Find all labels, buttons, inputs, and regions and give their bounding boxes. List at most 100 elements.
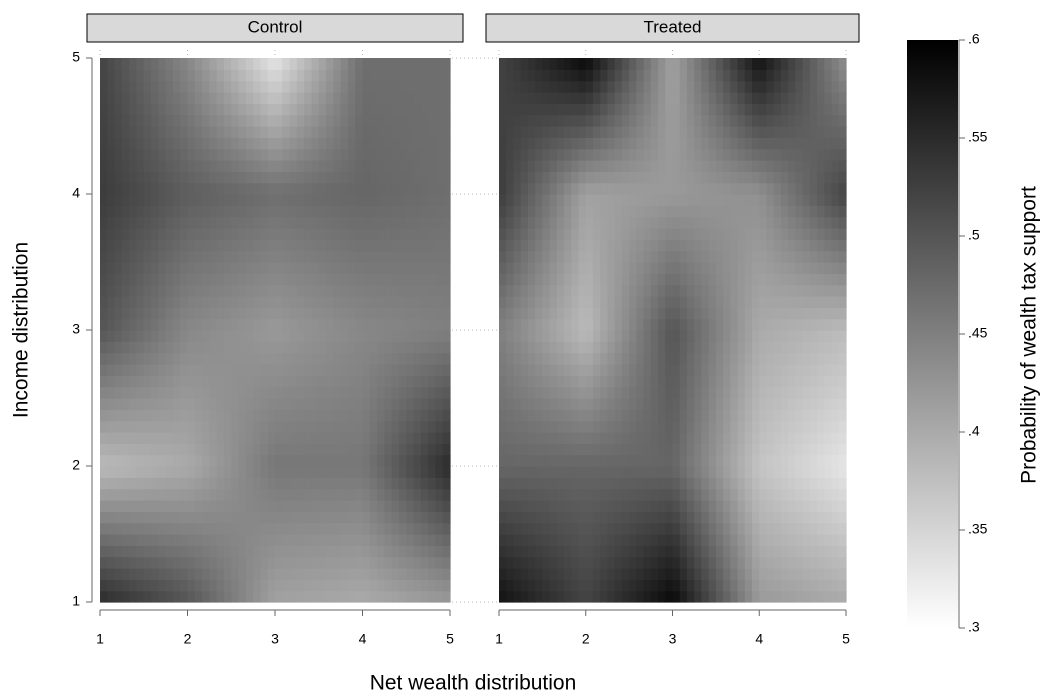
surface-cell <box>304 228 313 240</box>
surface-cell <box>267 511 276 524</box>
surface-cell <box>326 534 334 546</box>
surface-cell <box>838 477 847 490</box>
surface-cell <box>304 375 313 388</box>
surface-cell <box>672 239 681 252</box>
surface-cell <box>614 318 623 331</box>
surface-cell <box>780 284 789 297</box>
surface-cell <box>289 454 298 467</box>
surface-cell <box>542 114 551 127</box>
surface-cell <box>318 296 327 308</box>
surface-cell <box>384 341 393 354</box>
surface-cell <box>614 239 623 252</box>
surface-cell <box>614 477 623 490</box>
surface-cell <box>578 80 587 93</box>
surface-cell <box>143 556 152 569</box>
surface-cell <box>636 114 645 127</box>
surface-cell <box>202 318 210 331</box>
surface-cell <box>578 92 587 104</box>
surface-cell <box>520 375 529 388</box>
surface-cell <box>362 443 371 456</box>
surface-cell <box>384 160 393 172</box>
surface-cell <box>442 500 451 512</box>
surface-cell <box>506 160 515 172</box>
surface-cell <box>650 488 659 501</box>
surface-cell <box>428 522 437 535</box>
surface-cell <box>571 409 580 422</box>
surface-cell <box>435 545 444 558</box>
surface-cell <box>535 386 543 399</box>
surface-cell <box>347 545 356 558</box>
surface-cell <box>377 114 385 127</box>
surface-cell <box>289 239 298 252</box>
surface-cell <box>435 352 444 365</box>
surface-cell <box>585 545 594 558</box>
surface-cell <box>607 216 616 229</box>
surface-cell <box>223 330 232 342</box>
surface-cell <box>369 250 378 263</box>
surface-cell <box>621 432 630 444</box>
surface-cell <box>253 58 262 70</box>
surface-cell <box>527 103 536 116</box>
surface-cell <box>578 318 587 331</box>
surface-cell <box>318 284 327 297</box>
surface-cell <box>795 80 804 93</box>
surface-cell <box>369 420 378 433</box>
surface-cell <box>607 488 616 501</box>
surface-cell <box>420 386 429 399</box>
surface-cell <box>831 352 840 365</box>
surface-cell <box>499 58 507 70</box>
surface-cell <box>187 477 196 490</box>
surface-cell <box>194 488 203 501</box>
surface-cell <box>355 568 364 580</box>
surface-cell <box>362 182 371 195</box>
surface-cell <box>715 262 724 274</box>
surface-cell <box>506 307 515 320</box>
surface-cell <box>165 545 174 558</box>
surface-cell <box>773 398 782 410</box>
surface-cell <box>752 568 760 580</box>
surface-cell <box>730 545 739 558</box>
surface-cell <box>752 556 760 569</box>
surface-cell <box>136 262 145 274</box>
surface-cell <box>759 262 768 274</box>
surface-cell <box>629 375 637 388</box>
surface-cell <box>398 409 407 422</box>
surface-cell <box>245 556 254 569</box>
surface-cell <box>406 307 415 320</box>
surface-cell <box>172 171 181 184</box>
surface-cell <box>542 103 551 116</box>
surface-cell <box>253 443 262 456</box>
surface-cell <box>658 126 666 138</box>
surface-cell <box>708 386 717 399</box>
surface-cell <box>535 239 543 252</box>
surface-cell <box>355 273 364 286</box>
surface-cell <box>202 58 210 70</box>
surface-cell <box>420 352 429 365</box>
surface-cell <box>838 420 847 433</box>
surface-cell <box>658 375 666 388</box>
surface-cell <box>752 103 760 116</box>
surface-cell <box>296 568 305 580</box>
surface-cell <box>355 477 364 490</box>
surface-cell <box>355 409 364 422</box>
surface-cell <box>172 443 181 456</box>
surface-cell <box>578 341 587 354</box>
surface-cell <box>165 262 174 274</box>
surface-cell <box>672 171 681 184</box>
surface-cell <box>391 443 400 456</box>
surface-cell <box>592 579 601 592</box>
surface-cell <box>607 579 616 592</box>
surface-cell <box>802 364 811 376</box>
surface-cell <box>614 69 623 82</box>
surface-cell <box>107 352 116 365</box>
surface-cell <box>766 126 775 138</box>
surface-cell <box>658 296 666 308</box>
surface-cell <box>318 273 327 286</box>
surface-cell <box>658 432 666 444</box>
surface-cell <box>304 160 313 172</box>
surface-cell <box>129 262 138 274</box>
surface-cell <box>795 205 804 218</box>
surface-cell <box>520 477 529 490</box>
surface-cell <box>723 534 731 546</box>
surface-cell <box>340 488 349 501</box>
